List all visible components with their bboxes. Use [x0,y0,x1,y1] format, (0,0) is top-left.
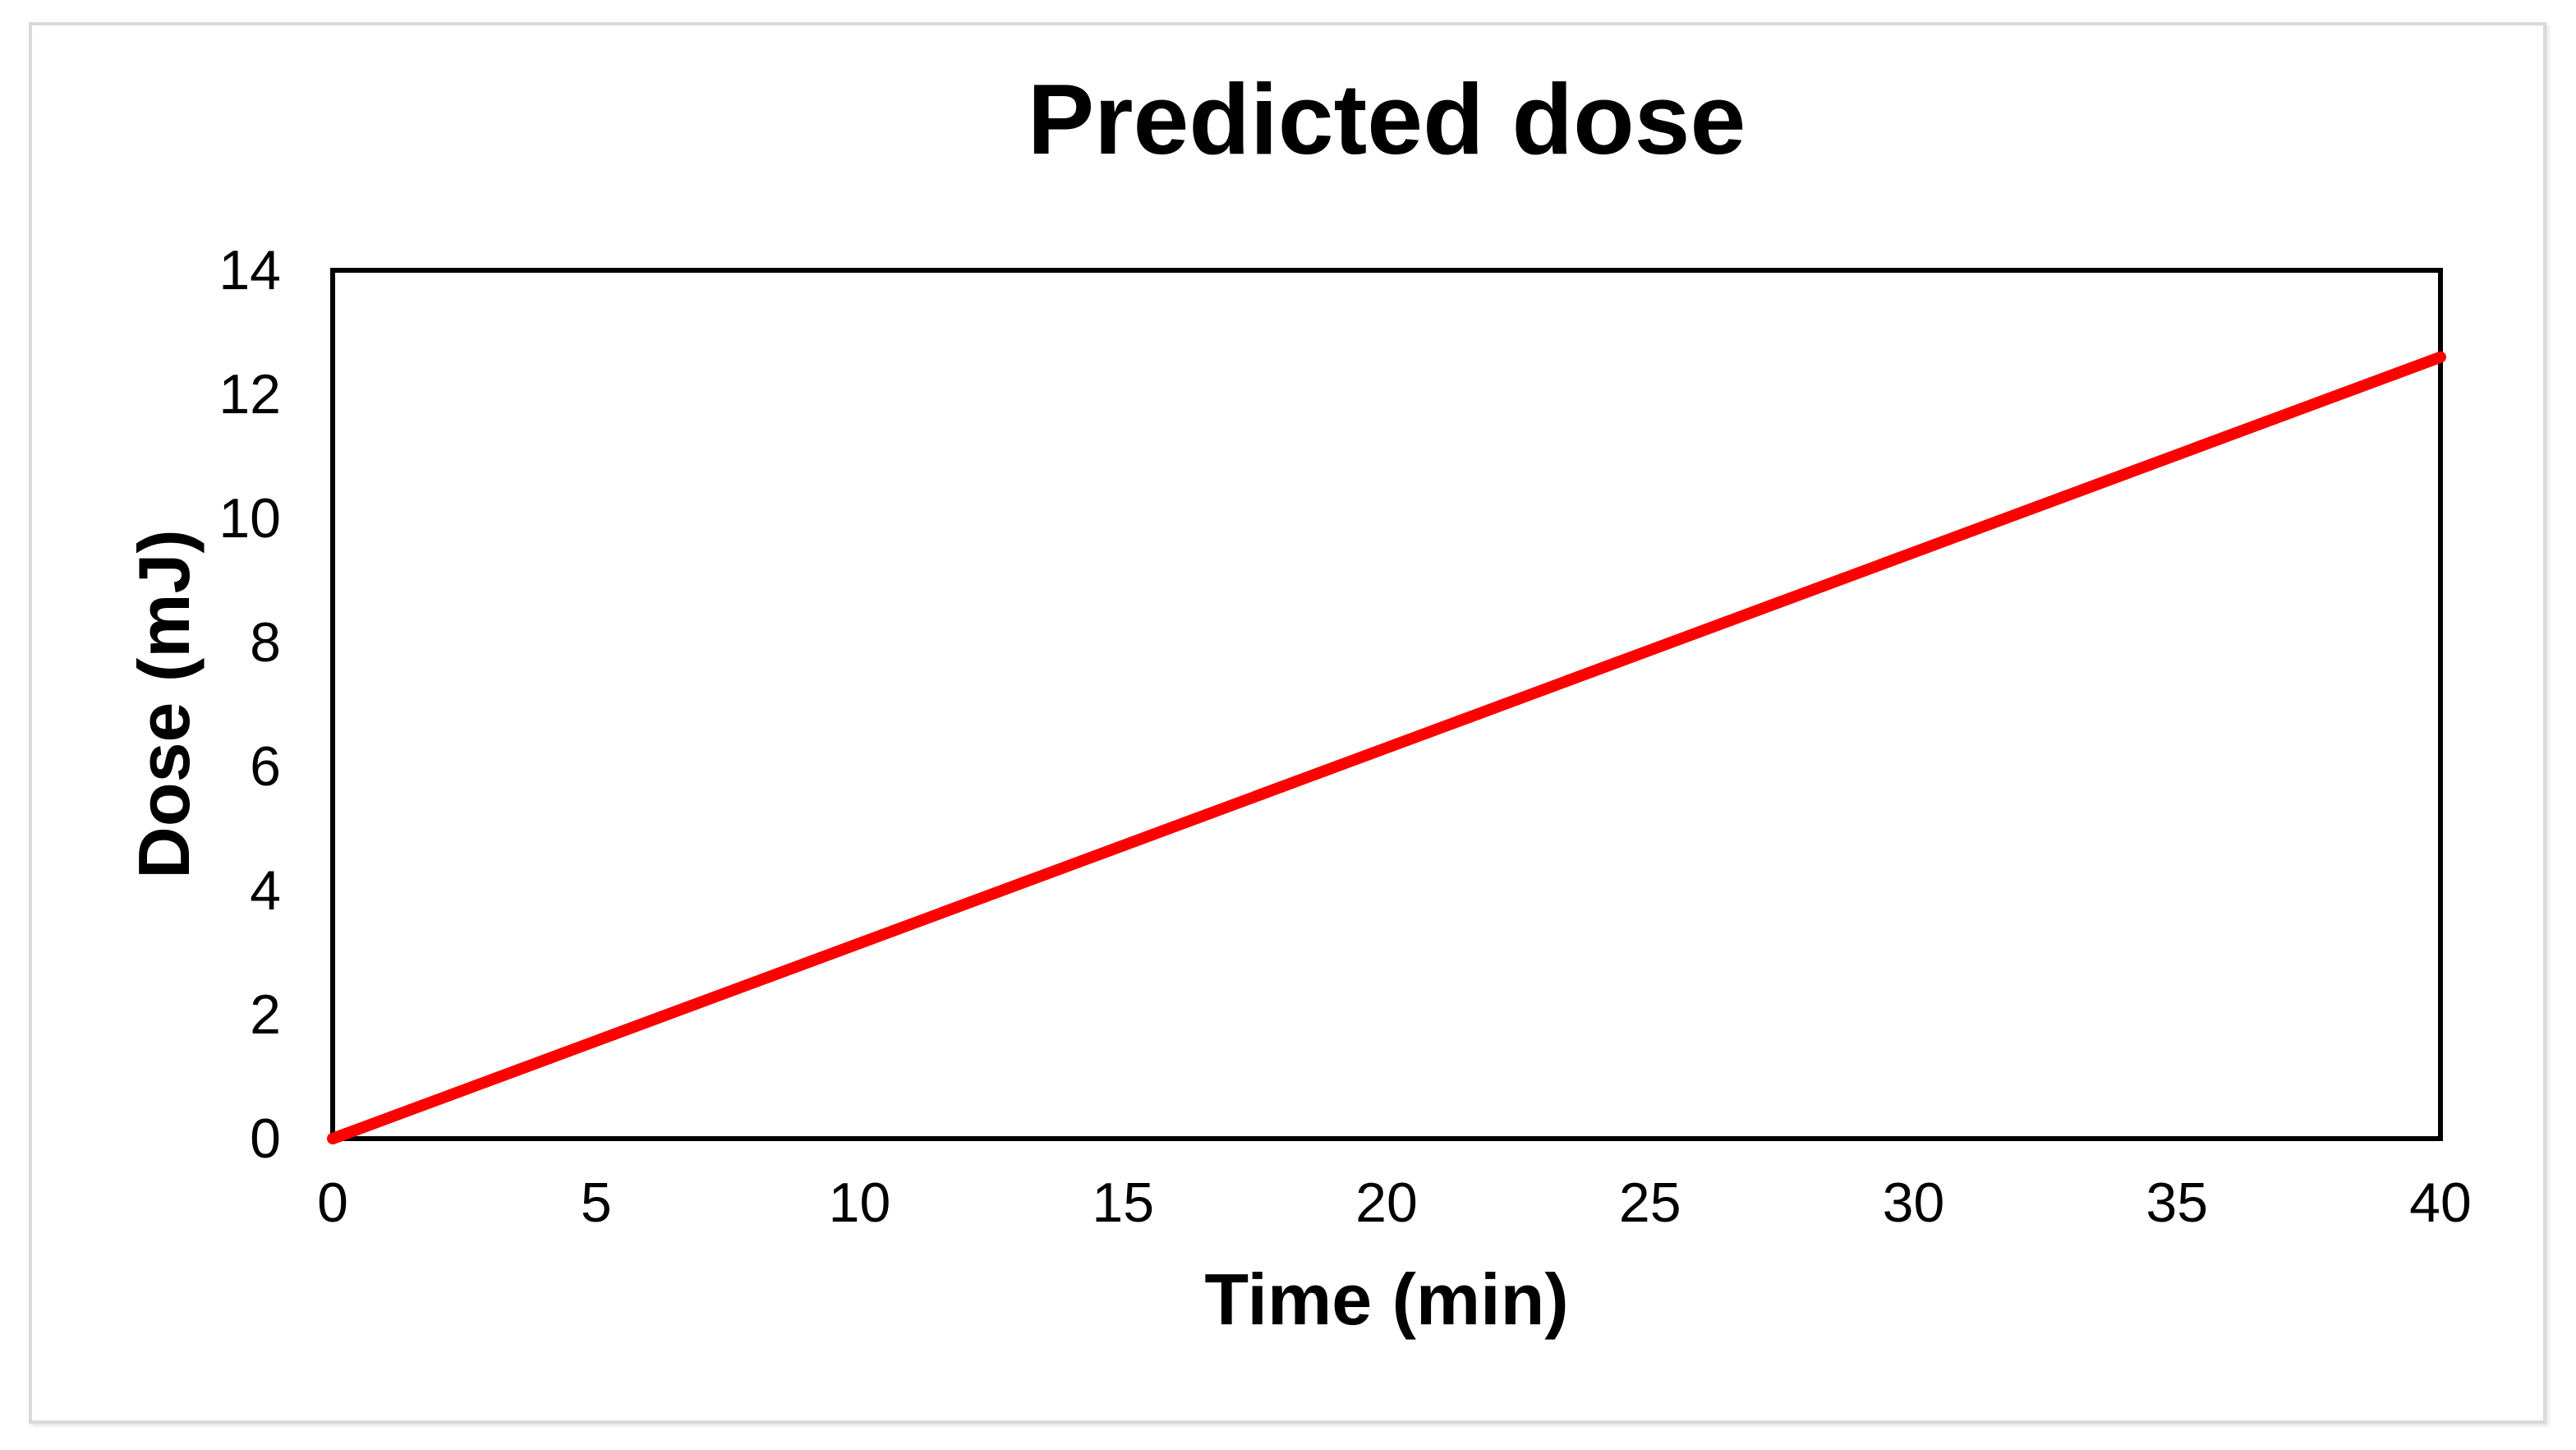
y-tick-label: 2 [250,983,281,1046]
x-tick-label: 40 [2409,1172,2472,1234]
y-tick-label: 8 [250,611,281,674]
x-tick-label: 0 [317,1172,348,1234]
x-tick-label: 15 [1092,1172,1155,1234]
x-tick-label: 30 [1882,1172,1945,1234]
x-tick-label: 35 [2146,1172,2209,1234]
plot-area [330,268,2443,1141]
x-tick-label: 10 [828,1172,891,1234]
y-axis-title: Dose (mJ) [123,529,205,879]
y-tick-label: 0 [250,1107,281,1170]
x-tick-label: 20 [1355,1172,1418,1234]
y-tick-label: 4 [250,859,281,922]
x-axis-title: Time (min) [1204,1259,1569,1340]
y-tick-label: 10 [218,487,281,550]
y-tick-label: 14 [218,239,281,302]
x-tick-label: 25 [1618,1172,1681,1234]
y-tick-label: 12 [218,363,281,426]
x-tick-label: 5 [580,1172,612,1234]
y-tick-label: 6 [250,735,281,798]
chart-title: Predicted dose [1027,63,1746,175]
